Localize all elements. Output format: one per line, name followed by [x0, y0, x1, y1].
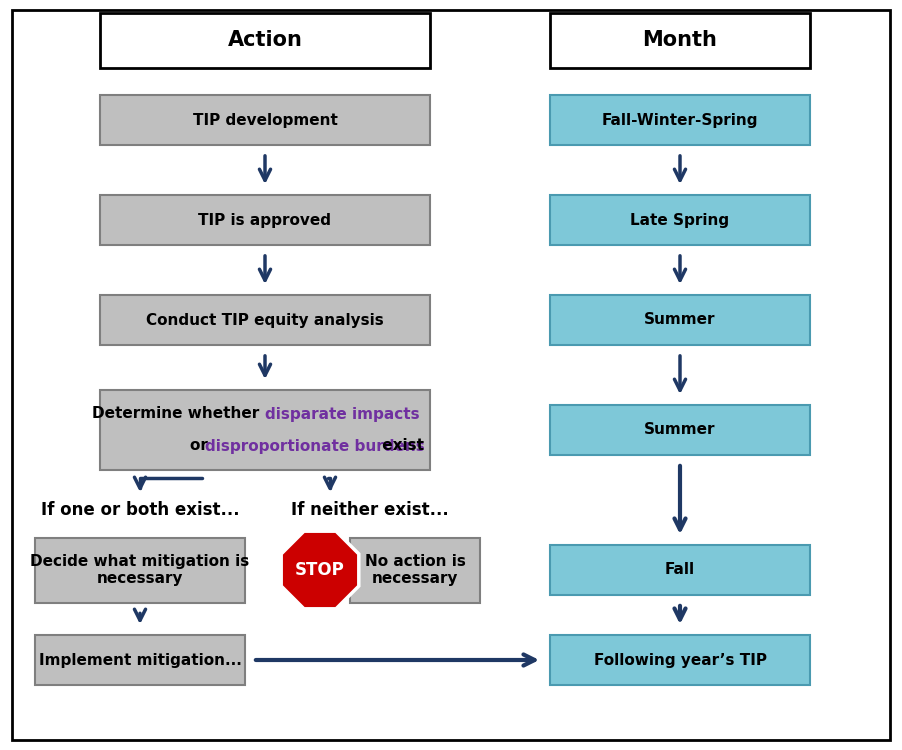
Text: Conduct TIP equity analysis: Conduct TIP equity analysis	[146, 313, 384, 328]
Bar	[100, 13, 430, 68]
Text: Decide what mitigation is
necessary: Decide what mitigation is necessary	[31, 554, 250, 586]
Text: Month: Month	[642, 30, 717, 50]
Polygon shape	[281, 531, 359, 609]
Bar	[100, 295, 430, 345]
Text: Summer: Summer	[644, 422, 716, 437]
Text: Determine whether: Determine whether	[93, 406, 265, 422]
Text: No action is
necessary: No action is necessary	[364, 554, 465, 586]
Bar	[550, 635, 810, 685]
Text: TIP development: TIP development	[192, 112, 337, 128]
Bar	[100, 195, 430, 245]
Bar	[550, 195, 810, 245]
Bar	[550, 13, 810, 68]
Text: or: or	[190, 439, 213, 454]
Text: disproportionate burdens: disproportionate burdens	[205, 439, 425, 454]
Text: Implement mitigation...: Implement mitigation...	[39, 652, 242, 668]
Text: If one or both exist...: If one or both exist...	[41, 501, 239, 519]
Bar	[350, 538, 480, 602]
Bar	[35, 538, 245, 602]
Text: Following year’s TIP: Following year’s TIP	[594, 652, 767, 668]
Text: Action: Action	[227, 30, 302, 50]
Bar	[550, 545, 810, 595]
Bar	[550, 295, 810, 345]
Bar	[100, 95, 430, 145]
Bar	[550, 405, 810, 455]
Bar	[550, 95, 810, 145]
Text: Fall-Winter-Spring: Fall-Winter-Spring	[602, 112, 759, 128]
Bar	[35, 635, 245, 685]
Text: exist: exist	[377, 439, 424, 454]
Text: Fall: Fall	[665, 562, 695, 578]
Text: disparate impacts: disparate impacts	[265, 406, 419, 422]
Text: If neither exist...: If neither exist...	[291, 501, 449, 519]
Bar	[100, 390, 430, 470]
Text: Summer: Summer	[644, 313, 716, 328]
Text: Late Spring: Late Spring	[630, 212, 730, 227]
Text: STOP: STOP	[295, 561, 345, 579]
Text: TIP is approved: TIP is approved	[198, 212, 332, 227]
